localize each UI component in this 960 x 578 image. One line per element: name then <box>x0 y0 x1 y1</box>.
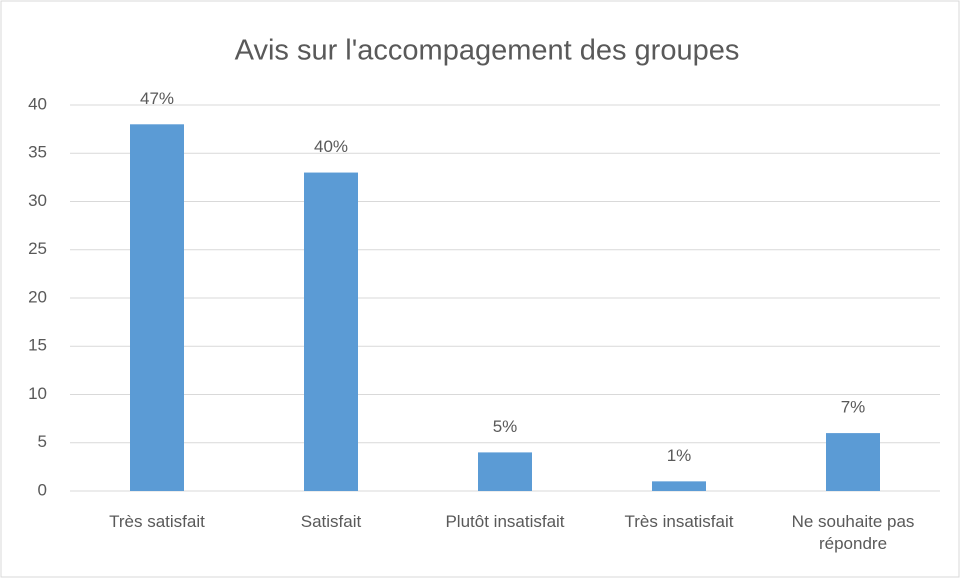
bar <box>304 172 358 492</box>
data-label: 5% <box>493 417 518 436</box>
data-label: 7% <box>841 398 866 417</box>
x-tick-label: Satisfait <box>300 512 362 531</box>
y-tick-label: 35 <box>28 143 47 162</box>
y-tick-label: 0 <box>38 480 47 499</box>
y-tick-label: 25 <box>28 239 47 258</box>
x-tick-label: Très satisfait <box>109 512 205 531</box>
x-tick-label: Plutôt insatisfait <box>445 512 565 531</box>
y-tick-label: 30 <box>28 191 47 210</box>
y-tick-label: 40 <box>28 94 47 113</box>
data-label: 1% <box>667 446 692 465</box>
bar <box>652 481 706 491</box>
data-label: 40% <box>314 137 348 156</box>
y-tick-label: 5 <box>38 432 47 451</box>
data-label: 47% <box>140 89 174 108</box>
y-tick-label: 10 <box>28 384 47 403</box>
bar <box>478 452 532 491</box>
y-tick-label: 20 <box>28 287 47 306</box>
y-tick-label: 15 <box>28 336 47 355</box>
x-tick-label: Ne souhaite pas répondre <box>791 512 915 553</box>
bar <box>130 124 184 492</box>
x-tick-label: Très insatisfait <box>624 512 734 531</box>
bar <box>826 433 880 491</box>
chart-title: Avis sur l'accompagement des groupes <box>235 35 740 67</box>
